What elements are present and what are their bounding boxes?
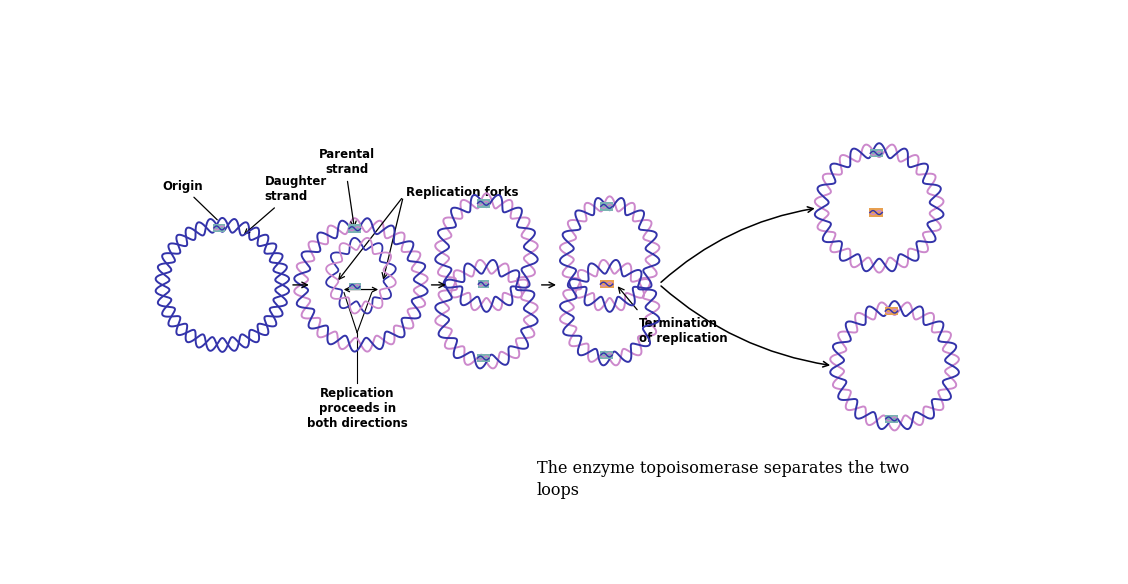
Bar bbox=[600, 280, 614, 288]
Bar bbox=[870, 208, 883, 217]
Text: The enzyme topoisomerase separates the two
loops: The enzyme topoisomerase separates the t… bbox=[537, 460, 909, 499]
Bar bbox=[477, 280, 490, 288]
Text: Daughter
strand: Daughter strand bbox=[245, 175, 327, 234]
Bar bbox=[213, 224, 226, 232]
Text: Replication forks: Replication forks bbox=[406, 186, 518, 199]
Bar bbox=[885, 415, 898, 423]
Bar bbox=[600, 202, 614, 211]
Text: Parental
strand: Parental strand bbox=[319, 148, 376, 176]
Bar bbox=[870, 149, 882, 158]
Bar bbox=[884, 307, 898, 315]
Bar bbox=[349, 283, 361, 290]
Bar bbox=[477, 354, 490, 362]
Bar bbox=[600, 351, 614, 359]
Bar bbox=[477, 199, 490, 207]
Text: Termination
of replication: Termination of replication bbox=[638, 317, 728, 345]
Bar bbox=[349, 224, 361, 233]
Text: Replication
proceeds in
both directions: Replication proceeds in both directions bbox=[307, 387, 407, 430]
Text: Origin: Origin bbox=[162, 179, 218, 220]
